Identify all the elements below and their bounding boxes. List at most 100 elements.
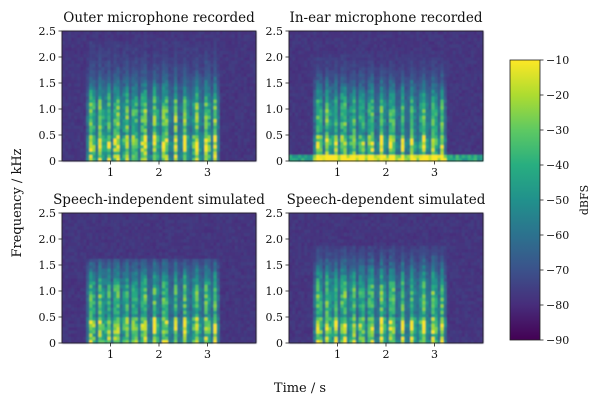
heatmap-cell <box>71 86 74 90</box>
heatmap-cell <box>214 122 217 126</box>
heatmap-cell <box>438 47 441 51</box>
heatmap-cell <box>144 60 147 64</box>
heatmap-cell <box>189 34 192 38</box>
heatmap-cell <box>62 129 65 133</box>
heatmap-cell <box>89 44 92 48</box>
heatmap-cell <box>359 80 362 84</box>
heatmap-cell <box>425 54 428 58</box>
heatmap-cell <box>98 80 101 84</box>
heatmap-cell <box>83 142 86 146</box>
heatmap-cell <box>123 148 126 152</box>
heatmap-cell <box>450 60 453 64</box>
heatmap-cell <box>162 116 165 120</box>
heatmap-cell <box>428 116 431 120</box>
heatmap-cell <box>165 80 168 84</box>
heatmap-cell <box>362 125 365 129</box>
heatmap-cell <box>338 64 341 68</box>
heatmap-cell <box>413 41 416 45</box>
heatmap-cell <box>229 151 232 155</box>
heatmap-cell <box>92 67 95 71</box>
heatmap-cell <box>147 31 150 35</box>
heatmap-cell <box>223 67 226 71</box>
heatmap-cell <box>95 148 98 152</box>
heatmap-cell <box>447 112 450 116</box>
heatmap-cell <box>201 103 204 107</box>
heatmap-cell <box>435 47 438 51</box>
heatmap-cell <box>347 116 350 120</box>
heatmap-cell <box>447 80 450 84</box>
heatmap-cell <box>162 155 165 159</box>
heatmap-cell <box>114 96 117 100</box>
heatmap-cell <box>325 86 328 90</box>
heatmap-cell <box>183 38 186 42</box>
heatmap-cell <box>135 109 138 113</box>
heatmap-cell <box>226 122 229 126</box>
heatmap-cell <box>438 93 441 97</box>
heatmap-cell <box>126 135 129 139</box>
heatmap-cell <box>217 34 220 38</box>
heatmap-cell <box>129 145 132 149</box>
heatmap-cell <box>453 122 456 126</box>
heatmap-cell <box>383 109 386 113</box>
heatmap-cell <box>322 93 325 97</box>
heatmap-cell <box>395 138 398 142</box>
heatmap-cell <box>171 80 174 84</box>
heatmap-cell <box>407 70 410 74</box>
heatmap-cell <box>398 64 401 68</box>
heatmap-cell <box>428 155 431 159</box>
heatmap-cell <box>392 112 395 116</box>
heatmap-cell <box>162 119 165 123</box>
heatmap-cell <box>447 119 450 123</box>
heatmap-cell <box>422 135 425 139</box>
heatmap-cell <box>223 129 226 133</box>
heatmap-cell <box>289 47 292 51</box>
heatmap-cell <box>80 41 83 45</box>
heatmap-cell <box>138 64 141 68</box>
heatmap-cell <box>74 57 77 61</box>
heatmap-cell <box>62 145 65 149</box>
heatmap-cell <box>129 83 132 87</box>
heatmap-cell <box>350 142 353 146</box>
heatmap-cell <box>107 135 110 139</box>
heatmap-cell <box>226 31 229 35</box>
heatmap-cell <box>341 155 344 159</box>
heatmap-cell <box>450 34 453 38</box>
heatmap-cell <box>147 64 150 68</box>
heatmap-cell <box>180 60 183 64</box>
heatmap-cell <box>459 60 462 64</box>
heatmap-cell <box>341 38 344 42</box>
heatmap-cell <box>465 142 468 146</box>
heatmap-cell <box>214 90 217 94</box>
heatmap-cell <box>104 31 107 35</box>
heatmap-cell <box>341 90 344 94</box>
heatmap-cell <box>68 132 71 136</box>
heatmap-cell <box>141 122 144 126</box>
heatmap-cell <box>162 142 165 146</box>
heatmap-cell <box>117 31 120 35</box>
heatmap-cell <box>435 38 438 42</box>
heatmap-cell <box>304 67 307 71</box>
heatmap-cell <box>229 51 232 55</box>
heatmap-cell <box>295 119 298 123</box>
heatmap-cell <box>441 99 444 103</box>
heatmap-cell <box>232 99 235 103</box>
heatmap-cell <box>331 86 334 90</box>
heatmap-cell <box>319 138 322 142</box>
heatmap-cell <box>201 34 204 38</box>
heatmap-cell <box>428 67 431 71</box>
heatmap-cell <box>101 145 104 149</box>
heatmap-cell <box>95 47 98 51</box>
heatmap-cell <box>204 83 207 87</box>
heatmap-cell <box>456 155 459 159</box>
heatmap-cell <box>104 116 107 120</box>
heatmap-cell <box>328 119 331 123</box>
heatmap-cell <box>117 67 120 71</box>
heatmap-cell <box>86 47 89 51</box>
heatmap-cell <box>292 129 295 133</box>
heatmap-cell <box>217 64 220 68</box>
heatmap-cell <box>389 119 392 123</box>
heatmap-cell <box>229 155 232 159</box>
heatmap-cell <box>383 38 386 42</box>
heatmap-cell <box>204 122 207 126</box>
heatmap-cell <box>74 132 77 136</box>
